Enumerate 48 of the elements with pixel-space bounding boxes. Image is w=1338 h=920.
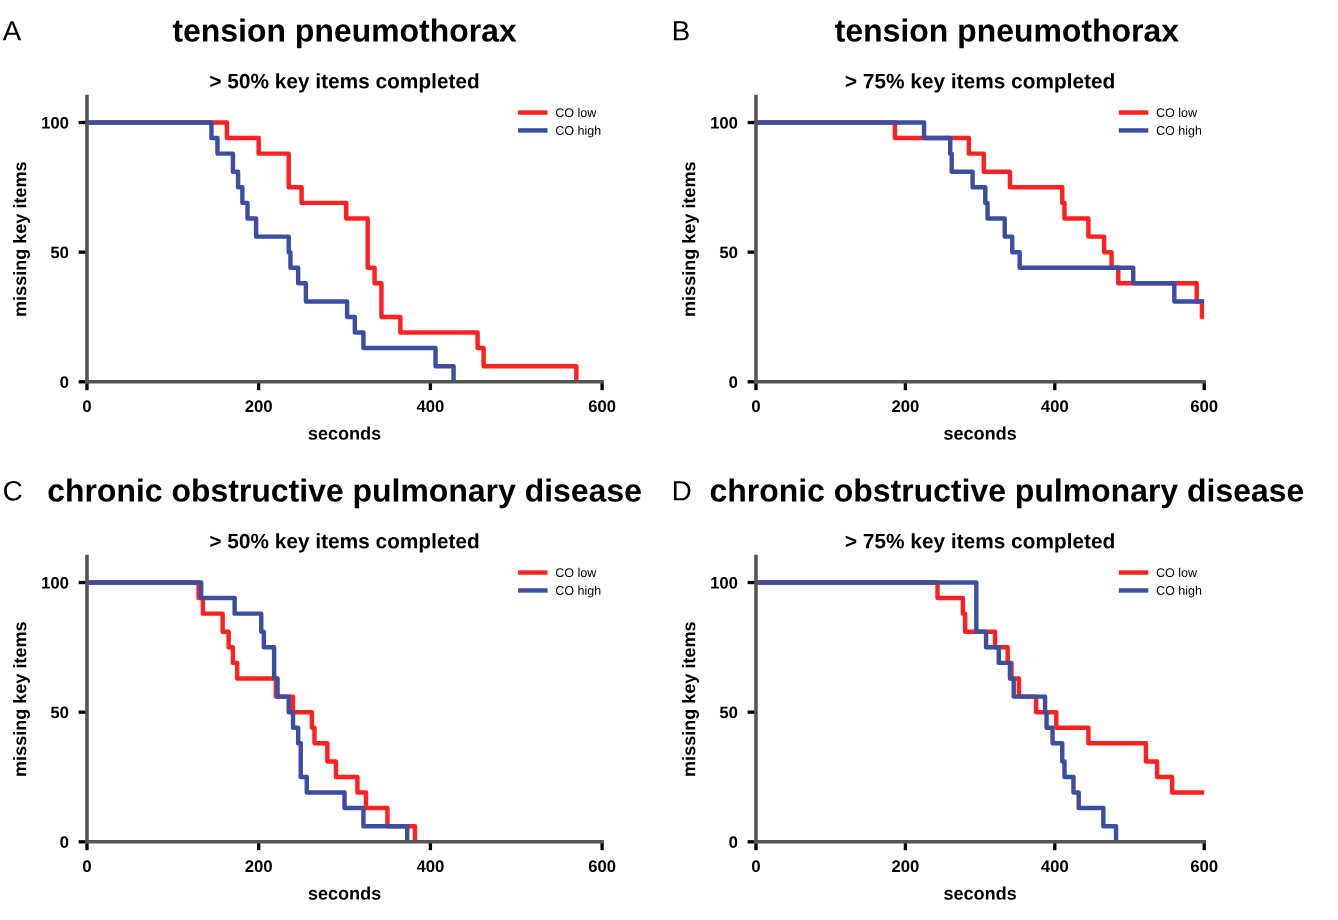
x-tick-label: 0 [82, 400, 91, 413]
chart-subtitle: > 50% key items completed [210, 73, 479, 93]
x-tick-label: 200 [245, 860, 272, 873]
y-tick-label: 100 [711, 116, 738, 129]
x-tick-label: 0 [82, 860, 91, 873]
x-tick-label: 600 [1190, 400, 1218, 413]
x-axis-title: seconds [944, 886, 1016, 900]
x-tick-label: 400 [416, 860, 444, 873]
y-axis-title: missing key items [682, 622, 699, 776]
y-tick-label: 0 [60, 836, 69, 848]
chart-subtitle: > 50% key items completed [210, 533, 479, 553]
y-tick-label: 50 [50, 706, 69, 719]
y-axis-title: missing key items [13, 162, 30, 316]
chart-subtitle: > 75% key items completed [845, 73, 1114, 93]
y-tick-label: 100 [42, 116, 69, 129]
y-tick-label: 0 [729, 376, 738, 388]
text: A [2, 21, 22, 41]
x-tick-label: 0 [751, 860, 760, 873]
text: B [673, 21, 689, 41]
y-tick-label: 100 [42, 576, 69, 589]
text: D [673, 481, 691, 501]
y-axis-title: missing key items [682, 162, 699, 316]
x-tick-label: 600 [588, 860, 616, 873]
y-tick-label: 0 [729, 836, 738, 848]
x-axis-title: seconds [308, 886, 381, 900]
x-tick-label: 0 [751, 400, 760, 413]
x-tick-label: 600 [588, 400, 616, 413]
y-tick-label: 50 [719, 246, 738, 259]
text: C [4, 480, 22, 501]
chart-subtitle: > 75% key items completed [845, 533, 1114, 553]
x-tick-label: 200 [892, 400, 919, 413]
x-tick-label: 200 [892, 860, 919, 873]
chart-title: chronic obstructive pulmonary disease [48, 478, 641, 509]
x-tick-label: 200 [245, 400, 272, 413]
x-axis-title: seconds [308, 426, 381, 440]
y-axis-title: missing key items [13, 622, 30, 776]
x-tick-label: 400 [416, 400, 444, 413]
x-axis-title: seconds [944, 426, 1016, 440]
x-tick-label: 400 [1041, 400, 1069, 413]
y-tick-label: 0 [60, 376, 69, 388]
y-tick-label: 100 [711, 576, 738, 589]
chart-title: tension pneumothorax [172, 18, 517, 49]
y-tick-label: 50 [50, 246, 69, 259]
x-tick-label: 400 [1041, 860, 1069, 873]
chart-title: tension pneumothorax [835, 18, 1179, 49]
y-tick-label: 50 [719, 706, 738, 719]
x-tick-label: 600 [1190, 860, 1218, 873]
chart-title: chronic obstructive pulmonary disease [710, 478, 1304, 509]
